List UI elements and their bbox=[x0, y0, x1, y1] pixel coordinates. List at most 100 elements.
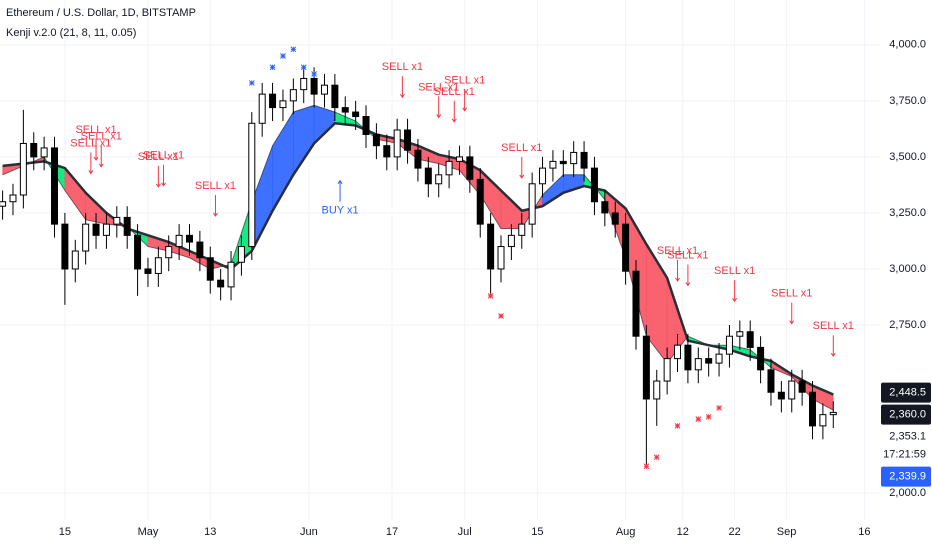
signal-label: SELL x1 bbox=[444, 75, 485, 87]
candle-body bbox=[279, 100, 287, 109]
signal-markers bbox=[248, 46, 722, 470]
price-label: 2,360.0 bbox=[889, 408, 926, 420]
x-tick-label: Jul bbox=[458, 526, 472, 538]
marker-stroke bbox=[487, 293, 494, 299]
candle-body bbox=[144, 268, 152, 274]
signal-marker bbox=[716, 405, 722, 411]
signal-marker bbox=[695, 416, 702, 422]
x-tick-label: 13 bbox=[204, 526, 216, 538]
candle-body bbox=[601, 201, 609, 214]
candles bbox=[0, 67, 837, 469]
candle-body bbox=[570, 151, 578, 165]
marker-stroke bbox=[643, 463, 650, 470]
candle-body bbox=[217, 279, 225, 288]
y-tick-label: 3,250.0 bbox=[889, 207, 926, 219]
candle-body bbox=[19, 142, 27, 196]
candle-body bbox=[705, 358, 713, 364]
signal-marker bbox=[705, 414, 712, 420]
candle-body bbox=[559, 160, 567, 165]
signal-label: SELL x1 bbox=[195, 180, 236, 192]
signal-label: SELL x1 bbox=[418, 81, 459, 93]
candle-body bbox=[549, 160, 557, 169]
candle-body bbox=[372, 133, 380, 147]
candle-body bbox=[694, 358, 702, 371]
marker-stroke bbox=[705, 414, 712, 420]
candle-body bbox=[777, 391, 785, 400]
candle-body bbox=[248, 122, 256, 248]
x-tick-label: 16 bbox=[858, 526, 870, 538]
x-tick-label: 17 bbox=[386, 526, 398, 538]
signal-arrow-head bbox=[98, 163, 104, 168]
candle-body bbox=[154, 257, 162, 274]
price-label: 2,339.9 bbox=[889, 470, 926, 482]
signal-arrow-head bbox=[732, 297, 738, 303]
y-tick-label: 4,000.0 bbox=[889, 39, 926, 51]
y-tick-label: 2,750.0 bbox=[889, 319, 926, 331]
marker-stroke bbox=[248, 80, 255, 86]
marker-stroke bbox=[653, 454, 660, 461]
signal-label: SELL x1 bbox=[667, 249, 708, 261]
candle-body bbox=[61, 223, 69, 270]
candle-body bbox=[113, 216, 121, 225]
candle-body bbox=[819, 414, 827, 427]
x-tick-label: 22 bbox=[729, 526, 741, 538]
candle-body bbox=[653, 380, 661, 400]
signal-arrow-head bbox=[675, 277, 680, 282]
signal-arrow-head bbox=[519, 174, 525, 179]
candle-body bbox=[352, 111, 360, 118]
marker-stroke bbox=[695, 416, 702, 422]
signal-label: SELL x1 bbox=[382, 61, 423, 73]
signal-marker bbox=[653, 454, 660, 461]
x-tick-label: Jun bbox=[300, 526, 318, 538]
signal-marker bbox=[290, 46, 297, 53]
candle-body bbox=[809, 391, 817, 427]
candle-body bbox=[92, 223, 100, 236]
candle-body bbox=[134, 234, 142, 270]
signal-marker bbox=[674, 423, 681, 429]
signal-arrow-head bbox=[337, 179, 343, 184]
candle-body bbox=[798, 380, 806, 393]
candle-body bbox=[341, 107, 349, 113]
signal-label: SELL x1 bbox=[714, 265, 755, 277]
y-tick-label: 2,000.0 bbox=[889, 487, 926, 499]
signal-marker bbox=[498, 313, 504, 319]
candle-body bbox=[30, 142, 38, 158]
marker-stroke bbox=[674, 423, 681, 429]
signal-arrow-head bbox=[93, 156, 99, 161]
candle-body bbox=[300, 77, 308, 91]
signal-marker bbox=[311, 71, 317, 77]
candle-body bbox=[725, 335, 733, 355]
candle-body bbox=[684, 344, 692, 371]
price-label-bg bbox=[881, 404, 931, 425]
marker-stroke bbox=[269, 64, 276, 71]
price-label-bg bbox=[881, 466, 931, 487]
candle-body bbox=[383, 145, 391, 158]
signal-label: SELL x1 bbox=[81, 131, 122, 143]
candle-body bbox=[674, 344, 682, 360]
chart-title: Ethereum / U.S. Dollar, 1D, BITSTAMP bbox=[6, 7, 196, 19]
candle-body bbox=[746, 331, 754, 348]
signal-arrow-head bbox=[161, 182, 166, 187]
x-tick-label: May bbox=[138, 526, 159, 538]
candle-body bbox=[404, 129, 412, 151]
candle-body bbox=[289, 89, 297, 102]
candle-body bbox=[185, 234, 193, 243]
candle-body bbox=[497, 246, 505, 270]
candle-body bbox=[632, 270, 640, 337]
x-tick-label: Sep bbox=[777, 526, 797, 538]
candle-body bbox=[269, 93, 277, 109]
signal-marker bbox=[269, 64, 276, 71]
axes: 2,000.0 2,750.0 3,000.0 3,250.0 3,500.0 3,750… bbox=[59, 39, 931, 538]
marker-stroke bbox=[300, 64, 307, 71]
candle-body bbox=[829, 411, 837, 416]
candle-body bbox=[51, 147, 59, 225]
candle-body bbox=[331, 84, 339, 109]
candle-body bbox=[165, 246, 173, 259]
signal-label: SELL x1 bbox=[143, 150, 184, 162]
x-tick-label: 15 bbox=[59, 526, 71, 538]
candle-body bbox=[539, 167, 547, 185]
candle-body bbox=[487, 223, 495, 270]
candle-body bbox=[258, 93, 266, 124]
indicator-label: Kenji v.2.0 (21, 8, 11, 0.05) bbox=[6, 27, 136, 39]
